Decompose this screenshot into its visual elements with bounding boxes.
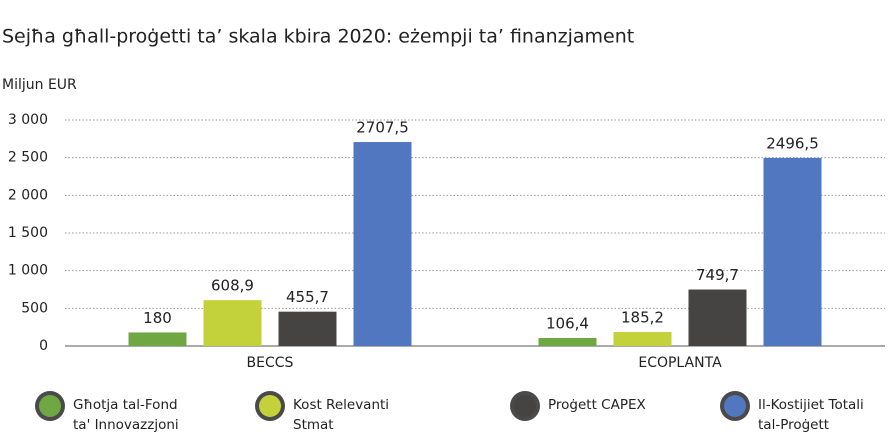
bar	[128, 332, 187, 346]
value-label: 106,4	[546, 314, 589, 332]
y-axis-label: Miljun EUR	[2, 77, 77, 93]
legend-label: Għotja tal-Fond ta' Innovazzjoni	[73, 397, 179, 433]
bar	[613, 332, 672, 346]
y-tick-label: 1 500	[8, 225, 48, 241]
value-label: 180	[143, 309, 172, 327]
chart-title: Sejħa għall-proġetti ta’ skala kbira 202…	[2, 26, 634, 48]
value-label: 608,9	[211, 277, 254, 295]
y-tick-label: 2 000	[8, 187, 48, 203]
value-label: 455,7	[286, 288, 329, 306]
legend-swatch	[510, 391, 540, 421]
x-tick-label: BECCS	[247, 355, 294, 371]
y-tick-label: 500	[21, 300, 48, 316]
bar	[353, 142, 412, 346]
value-label: 2707,5	[356, 119, 409, 137]
value-label: 749,7	[696, 266, 739, 284]
bar	[203, 300, 262, 346]
legend-swatch	[720, 391, 750, 421]
value-label: 185,2	[621, 309, 664, 327]
bar	[538, 337, 597, 346]
chart: Sejħa għall-proġetti ta’ skala kbira 202…	[2, 26, 885, 371]
y-tick-label: 2 500	[8, 150, 48, 166]
legend-label: Proġett CAPEX	[548, 397, 646, 413]
y-tick-label: 0	[39, 338, 48, 354]
x-tick-label: ECOPLANTA	[638, 355, 722, 371]
legend-item: Proġett CAPEX	[510, 391, 668, 421]
y-tick-label: 3 000	[8, 112, 48, 128]
legend-swatch	[35, 391, 65, 421]
legend-item: Għotja tal-Fond ta' Innovazzjoni	[35, 391, 193, 435]
value-label: 2496,5	[766, 134, 819, 152]
legend-label: Il-Kostijiet Totali tal-Proġett	[758, 397, 864, 433]
legend-swatch	[255, 391, 285, 421]
bar	[763, 157, 822, 346]
legend-item: Kost Relevanti Stmat	[255, 391, 413, 435]
legend-item: Il-Kostijiet Totali tal-Proġett	[720, 391, 878, 435]
y-tick-label: 1 000	[8, 263, 48, 279]
bar	[688, 289, 747, 346]
bar	[278, 311, 337, 346]
legend-label: Kost Relevanti Stmat	[293, 397, 390, 433]
